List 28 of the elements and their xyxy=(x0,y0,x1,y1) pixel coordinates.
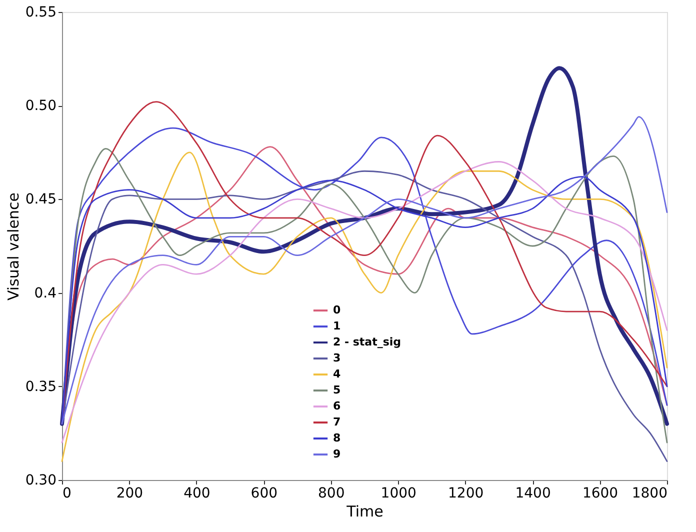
legend-label: 6 xyxy=(333,400,341,412)
x-tick-label: 1000 xyxy=(380,486,416,502)
legend-label: 7 xyxy=(333,416,341,428)
legend-label: 0 xyxy=(333,304,341,316)
x-tick-label: 0 xyxy=(62,486,72,502)
y-tick-label: 0.35 xyxy=(25,378,56,395)
x-tick-label: 1200 xyxy=(448,486,484,502)
legend-label: 3 xyxy=(333,352,341,364)
x-tick-label: 200 xyxy=(116,486,144,502)
y-tick-label: 0.4 xyxy=(34,285,57,302)
x-tick-label: 1800 xyxy=(632,486,668,502)
legend-label: 1 xyxy=(333,320,341,332)
x-tick-label: 600 xyxy=(250,486,278,502)
legend-label: 5 xyxy=(333,384,341,396)
x-tick-label: 800 xyxy=(318,486,345,502)
legend-label: 2 - stat_sig xyxy=(333,336,402,348)
legend-label: 9 xyxy=(333,448,341,460)
x-tick-label: 400 xyxy=(184,486,210,502)
x-tick-label: 1600 xyxy=(582,486,618,502)
y-tick-label: 0.50 xyxy=(25,98,56,114)
y-tick-label: 0.45 xyxy=(25,192,56,208)
x-axis-title: Time xyxy=(346,502,384,520)
legend-label: 8 xyxy=(333,432,341,444)
x-tick-label: 1400 xyxy=(515,486,551,502)
legend-label: 4 xyxy=(333,368,341,380)
y-axis-title: Visual valence xyxy=(4,192,22,300)
y-tick-label: 0.55 xyxy=(25,4,56,20)
y-tick-label: 0.30 xyxy=(25,472,56,488)
